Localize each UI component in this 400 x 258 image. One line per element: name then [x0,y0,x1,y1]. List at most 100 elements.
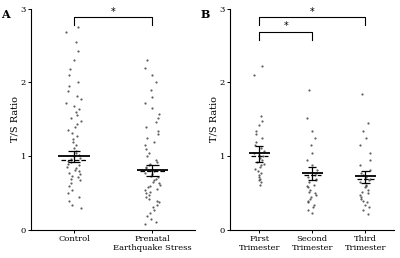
Point [77,119,84,123]
Text: *: * [310,7,315,17]
Point [66,73,72,77]
Point [307,188,314,192]
Point [259,119,265,123]
Point [357,143,363,147]
Point [357,193,363,197]
Point [144,58,150,62]
Point [74,113,81,117]
Point [153,220,159,224]
Point [76,169,82,173]
Point [76,195,82,199]
Point [68,116,74,120]
Point [257,156,264,160]
Point [310,205,316,209]
Point [358,171,365,175]
Point [66,67,73,71]
Point [255,169,261,173]
Point [143,165,149,169]
Point [68,157,74,162]
Point [77,156,84,160]
Point [362,186,368,190]
Point [72,168,78,172]
Point [76,153,82,157]
Point [76,163,82,167]
Point [362,136,369,140]
Point [305,175,311,179]
Point [74,134,80,138]
Point [252,167,259,171]
Point [146,197,152,201]
Y-axis label: T/S Ratio: T/S Ratio [10,96,19,142]
Point [64,191,71,196]
Point [365,121,371,125]
Point [357,163,364,167]
Point [76,172,83,176]
Point [71,104,77,108]
Point [70,137,76,141]
Point [76,107,82,111]
Point [147,162,153,166]
Point [68,174,75,178]
Point [142,101,148,105]
Point [258,171,264,175]
Point [69,131,75,135]
Point [366,158,373,162]
Point [312,193,319,197]
Point [358,190,365,194]
Point [154,203,160,207]
Point [256,123,262,127]
Point [70,140,76,144]
Text: *: * [111,7,116,17]
Point [148,216,154,221]
Point [304,208,311,212]
Point [142,171,148,175]
Point [65,162,71,166]
Point [144,154,150,158]
Point [74,122,80,126]
Point [156,111,162,116]
Point [260,162,267,166]
Point [152,80,159,85]
Point [144,136,150,140]
Point [358,195,365,199]
Point [156,181,162,185]
Point [312,136,318,140]
Text: B: B [200,9,210,20]
Point [157,182,163,187]
Point [144,214,150,218]
Point [305,200,311,204]
Point [363,175,370,179]
Point [259,154,266,158]
Point [252,143,258,147]
Point [366,151,373,155]
Point [75,80,81,85]
Point [357,180,363,184]
Point [366,205,372,209]
Point [362,203,368,207]
Point [72,125,78,129]
Point [146,151,152,155]
Point [304,158,310,162]
Point [152,176,159,181]
Point [149,95,155,99]
Point [362,182,369,187]
Point [75,25,82,29]
Point [149,106,155,110]
Point [259,64,265,68]
Point [365,191,371,196]
Point [154,116,161,120]
Point [261,148,267,152]
Point [71,58,77,62]
Point [154,160,160,164]
Point [363,184,369,188]
Point [143,125,149,129]
Point [258,180,264,184]
Point [313,176,320,181]
Point [64,159,71,163]
Point [367,176,373,181]
Point [75,175,81,179]
Point [146,184,153,188]
Point [366,178,372,182]
Point [145,186,151,190]
Point [142,143,148,147]
